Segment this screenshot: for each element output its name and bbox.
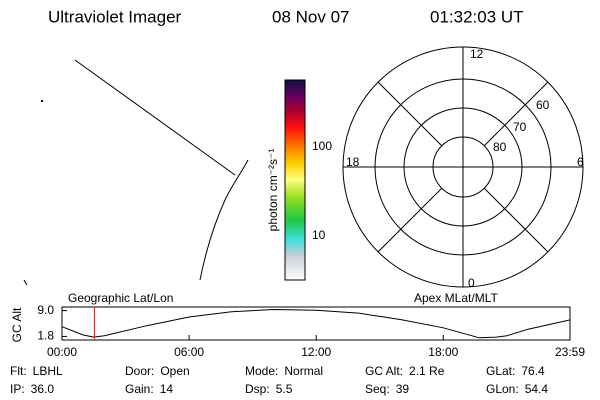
y-tick-label: 9.0 bbox=[37, 303, 54, 317]
geo-label: Geographic Lat/Lon bbox=[68, 291, 173, 305]
mlt-label: 6 bbox=[577, 155, 584, 169]
info-value: 36.0 bbox=[31, 382, 55, 396]
mlt-label: 0 bbox=[468, 276, 475, 290]
x-tick-label: 18:00 bbox=[428, 345, 458, 359]
time: 01:32:03 UT bbox=[430, 7, 524, 26]
mlt-label: 18 bbox=[346, 155, 360, 169]
x-tick-label: 23:59 bbox=[555, 345, 585, 359]
x-tick-label: 12:00 bbox=[301, 345, 331, 359]
mlt-label: 12 bbox=[470, 47, 484, 61]
colorbar-tick: 10 bbox=[312, 228, 326, 242]
instrument: Ultraviolet Imager bbox=[48, 7, 182, 26]
info-label: GC Alt: bbox=[365, 364, 403, 378]
polar-grid bbox=[342, 46, 584, 288]
lat-label: 70 bbox=[513, 120, 527, 134]
y-tick-label: 1.8 bbox=[37, 329, 54, 343]
altitude-line bbox=[61, 308, 571, 339]
info-label: Flt: bbox=[10, 364, 27, 378]
info-label: GLon: bbox=[486, 382, 519, 396]
info-label: GLat: bbox=[486, 364, 515, 378]
x-tick-label: 06:00 bbox=[174, 345, 204, 359]
image-outline bbox=[23, 59, 249, 286]
colorbar-label: photon cm⁻²s⁻¹ bbox=[266, 149, 280, 232]
apex-label: Apex MLat/MLT bbox=[414, 291, 498, 305]
info-label: Gain: bbox=[125, 382, 154, 396]
info-label: IP: bbox=[10, 382, 25, 396]
info-value: Normal bbox=[284, 364, 323, 378]
info-value: 5.5 bbox=[276, 382, 293, 396]
info-label: Mode: bbox=[245, 364, 278, 378]
date: 08 Nov 07 bbox=[272, 7, 350, 26]
info-value: 39 bbox=[396, 382, 410, 396]
info-label: Door: bbox=[125, 364, 154, 378]
lat-label: 80 bbox=[493, 140, 507, 154]
info-value: 14 bbox=[160, 382, 174, 396]
y-axis-label: GC Alt bbox=[10, 307, 24, 342]
info-label: Seq: bbox=[365, 382, 390, 396]
colorbar-tick: 100 bbox=[312, 139, 332, 153]
info-value: 2.1 Re bbox=[409, 364, 445, 378]
lat-label: 60 bbox=[536, 98, 550, 112]
colorbar bbox=[284, 79, 306, 281]
info-value: LBHL bbox=[33, 364, 63, 378]
info: Flt: LBHL Door: Open Mode: Normal GC Alt: 2.1 R… bbox=[10, 364, 548, 396]
info-value: 54.4 bbox=[525, 382, 549, 396]
info-value: Open bbox=[160, 364, 189, 378]
info-value: 76.4 bbox=[521, 364, 545, 378]
info-label: Dsp: bbox=[245, 382, 270, 396]
x-tick-label: 00:00 bbox=[47, 345, 77, 359]
